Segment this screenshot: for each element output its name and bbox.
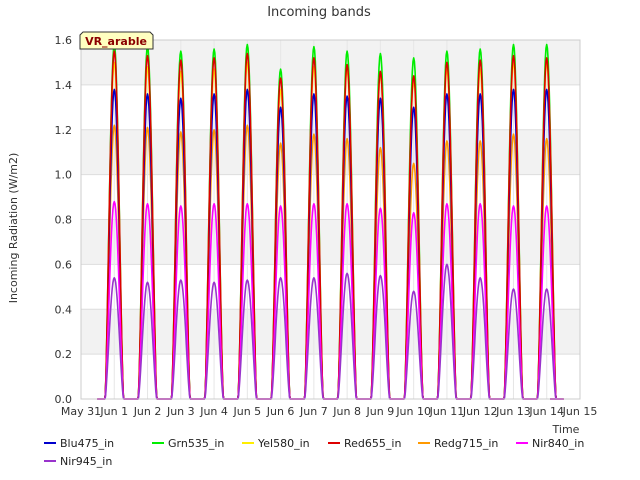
x-tick-label: Jun 14	[528, 405, 564, 418]
legend-label-red655-in: Red655_in	[344, 437, 401, 450]
legend-label-grn535-in: Grn535_in	[168, 437, 224, 450]
plot-background	[81, 40, 580, 399]
x-tick-label: Jun 11	[429, 405, 465, 418]
background-band	[81, 84, 580, 130]
legend-label-yel580-in: Yel580_in	[257, 437, 310, 450]
x-tick-label: Jun 2	[133, 405, 162, 418]
plot-frame	[80, 39, 581, 400]
y-tick-label: 1.2	[55, 124, 73, 137]
legend: Blu475_in Grn535_in Yel580_in Red655_in Redg…	[44, 437, 584, 468]
chart-title: Incoming bands	[267, 5, 371, 20]
legend-label-blu475-in: Blu475_in	[60, 437, 114, 450]
site-badge-label: VR_arable	[85, 35, 147, 48]
x-tick-label: Jun 6	[266, 405, 295, 418]
background-band	[81, 219, 580, 265]
y-axis-label: Incoming Radiation (W/m2)	[7, 153, 20, 304]
x-tick-label: May 31	[61, 405, 101, 418]
x-tick-label: Jun 15	[562, 405, 598, 418]
legend-label-nir945-in: Nir945_in	[60, 455, 112, 468]
y-tick-label: 0.0	[55, 393, 73, 406]
legend-label-nir840-in: Nir840_in	[532, 437, 584, 450]
y-tick-label: 0.6	[55, 258, 73, 271]
x-tick-label: Jun 10	[395, 405, 431, 418]
y-tick-label: 0.8	[55, 214, 73, 227]
x-tick-label: Jun 13	[495, 405, 531, 418]
x-axis-label: Time	[552, 423, 580, 436]
background-band	[81, 129, 580, 175]
background-band	[81, 354, 580, 399]
y-tick-label: 0.4	[55, 303, 73, 316]
legend-label-redg715-in: Redg715_in	[434, 437, 498, 450]
y-axis-ticks: 0.0 0.2 0.4 0.6 0.8 1.0 1.2 1.4 1.6	[55, 34, 73, 406]
y-tick-label: 0.2	[55, 348, 73, 361]
x-tick-label: Jun 1	[99, 405, 128, 418]
site-badge: VR_arable	[79, 31, 154, 50]
background-band	[81, 174, 580, 220]
x-tick-label: Jun 8	[332, 405, 361, 418]
y-tick-label: 1.4	[55, 79, 73, 92]
x-axis-ticks: May 31 Jun 1 Jun 2 Jun 3 Jun 4 Jun 5 Jun 6 Jun …	[61, 405, 597, 418]
background-band	[81, 40, 580, 85]
y-tick-label: 1.0	[55, 169, 73, 182]
y-tick-label: 1.6	[55, 34, 73, 47]
x-tick-label: Jun 9	[366, 405, 395, 418]
x-tick-label: Jun 3	[166, 405, 195, 418]
x-tick-label: Jun 7	[299, 405, 328, 418]
background-band	[81, 309, 580, 355]
x-tick-label: Jun 5	[232, 405, 261, 418]
x-tick-label: Jun 12	[462, 405, 498, 418]
background-band	[81, 264, 580, 310]
x-tick-label: Jun 4	[199, 405, 228, 418]
